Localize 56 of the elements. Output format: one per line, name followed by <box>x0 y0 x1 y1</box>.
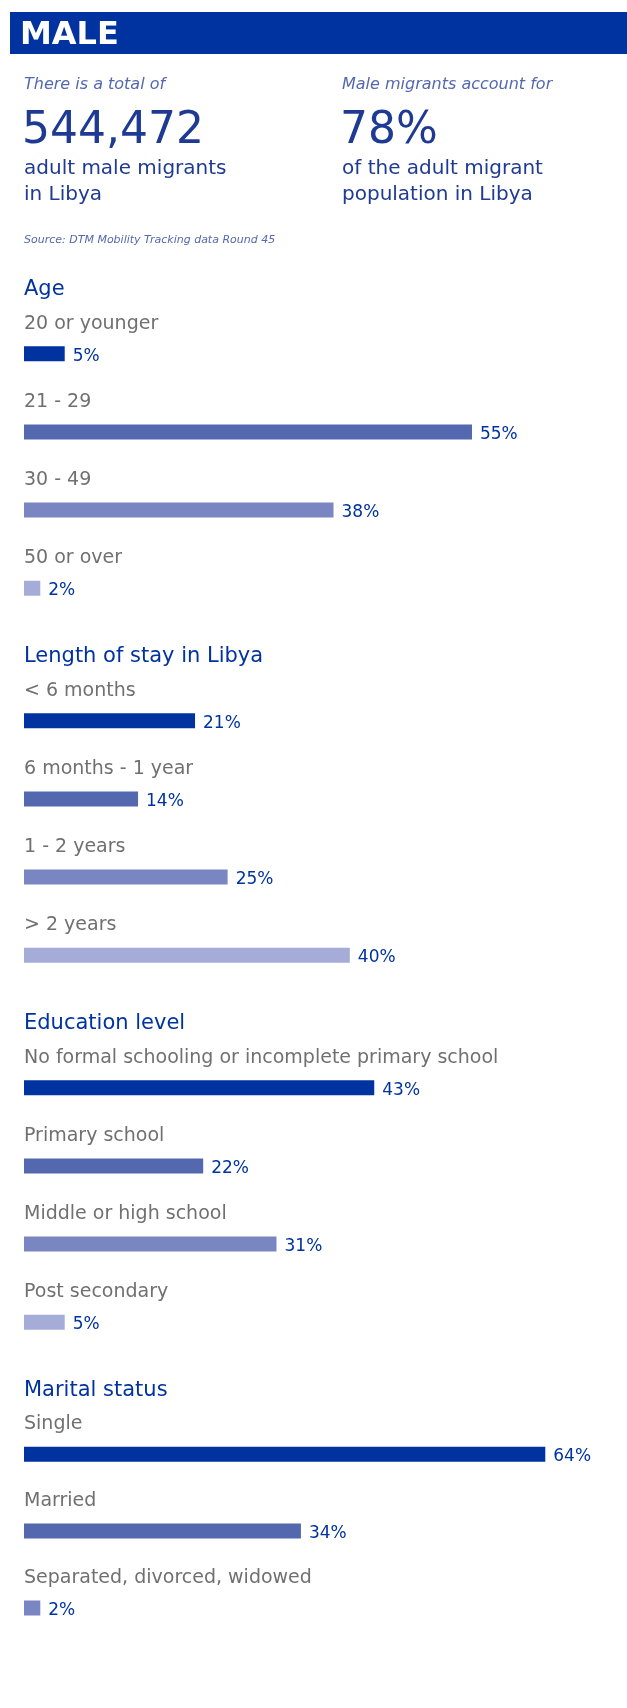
bar <box>24 1080 375 1096</box>
bar <box>24 947 350 963</box>
data-label: 55% <box>479 422 518 443</box>
text: There is a total of <box>24 74 168 93</box>
data-label: 34% <box>308 1522 347 1542</box>
text: 78% <box>340 102 438 153</box>
data-label: 40% <box>357 946 396 967</box>
text: MALE <box>20 14 119 52</box>
data-label: 21% <box>203 711 241 732</box>
y-tick-label: Middle or high school <box>24 1201 227 1224</box>
data-label: 43% <box>382 1078 421 1099</box>
data-label: 64% <box>553 1445 592 1466</box>
bar <box>24 502 334 518</box>
chart-title: Length of stay in Libya <box>24 643 264 667</box>
source-note: Source: DTM Mobility Tracking data Round 45 <box>24 233 276 246</box>
text: of the adult migrant <box>342 155 544 179</box>
bar <box>24 1236 277 1252</box>
y-tick-label: Primary school <box>24 1122 165 1145</box>
text: adult male migrants <box>24 155 227 179</box>
data-label: 22% <box>211 1156 249 1177</box>
y-tick-label: 6 months - 1 year <box>24 755 194 778</box>
y-tick-label: 20 or younger <box>24 310 159 333</box>
data-label: 25% <box>235 868 274 889</box>
data-label: 14% <box>146 789 184 810</box>
chart-title: Age <box>24 276 65 300</box>
bar <box>24 424 472 440</box>
data-label: 38% <box>341 501 380 522</box>
text: Male migrants account for <box>342 74 554 93</box>
text: 544,472 <box>22 102 204 153</box>
data-label: 31% <box>284 1235 323 1256</box>
y-tick-label: 30 - 49 <box>24 467 92 490</box>
y-tick-label: Married <box>24 1488 97 1510</box>
y-tick-label: < 6 months <box>24 677 136 700</box>
text: population in Libya <box>342 181 533 205</box>
y-tick-label: 21 - 29 <box>24 388 92 411</box>
data-label: 2% <box>48 579 76 600</box>
data-label: 5% <box>72 344 100 365</box>
y-tick-label: Single <box>24 1411 83 1434</box>
text: in Libya <box>24 181 103 205</box>
y-tick-label: Post secondary <box>24 1279 169 1302</box>
chart-title: Marital status <box>24 1377 168 1401</box>
y-tick-label: 50 or over <box>24 545 123 568</box>
bar <box>24 713 196 729</box>
bar <box>24 869 228 885</box>
y-tick-label: > 2 years <box>24 912 117 935</box>
data-label: 2% <box>48 1598 76 1619</box>
bar <box>24 580 41 596</box>
bar <box>24 1314 65 1330</box>
y-tick-label: No formal schooling or incomplete primary school <box>24 1044 499 1067</box>
bar <box>24 791 139 807</box>
data-label: 5% <box>72 1313 100 1334</box>
bar <box>24 1158 204 1174</box>
chart-title: Education level <box>24 1010 186 1034</box>
y-tick-label: Separated, divorced, widowed <box>24 1564 312 1587</box>
bar <box>24 346 65 362</box>
y-tick-label: 1 - 2 years <box>24 834 126 857</box>
